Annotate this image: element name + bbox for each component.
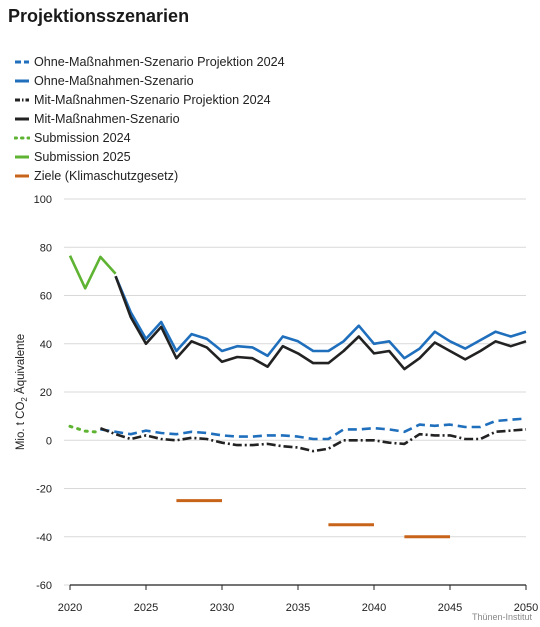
x-tick-label: 2045: [438, 602, 462, 614]
x-tick-label: 2020: [58, 602, 82, 614]
legend-item: Mit-Maßnahmen-Szenario Projektion 2024: [14, 90, 285, 109]
x-tick-label: 2050: [514, 602, 538, 614]
series-line-4: [114, 275, 527, 371]
series-line-3: [99, 426, 527, 453]
legend-item: Submission 2024: [14, 128, 285, 147]
x-tick-label: 2030: [210, 602, 234, 614]
legend-swatch: [14, 58, 30, 66]
y-tick-label: 60: [40, 291, 52, 303]
y-tick-label: -60: [36, 580, 52, 592]
chart-legend: Ohne-Maßnahmen-Szenario Projektion 2024 O…: [14, 52, 285, 185]
legend-swatch: [14, 153, 30, 161]
y-tick-label: 0: [46, 435, 52, 447]
series-line-6: [68, 255, 117, 290]
series-line-5: [68, 424, 102, 434]
y-axis-label: Mio. t CO2 Äquivalente: [15, 334, 29, 450]
y-axis-label-subscript: 2: [20, 397, 29, 402]
legend-item: Submission 2025: [14, 147, 285, 166]
x-tick-label: 2040: [362, 602, 386, 614]
chart-title: Projektionsszenarien: [8, 6, 190, 26]
legend-label: Mit-Maßnahmen-Szenario: [34, 111, 180, 126]
y-axis-label-main: Mio. t CO: [15, 402, 27, 451]
legend-swatch: [14, 134, 30, 142]
source-label: Thünen-Institut: [471, 612, 532, 622]
legend-label: Ohne-Maßnahmen-Szenario Projektion 2024: [34, 54, 285, 69]
y-tick-label: 40: [40, 339, 52, 351]
y-tick-label: 20: [40, 387, 52, 399]
legend-item: Mit-Maßnahmen-Szenario: [14, 109, 285, 128]
legend-label: Ohne-Maßnahmen-Szenario: [34, 73, 194, 88]
legend-swatch: [14, 172, 30, 180]
legend-item: Ohne-Maßnahmen-Szenario Projektion 2024: [14, 52, 285, 71]
x-tick-label: 2025: [134, 602, 158, 614]
legend-label: Submission 2024: [34, 130, 131, 145]
legend-label: Ziele (Klimaschutzgesetz): [34, 168, 179, 183]
series-line-1: [100, 417, 527, 441]
legend-swatch: [14, 96, 30, 104]
legend-label: Mit-Maßnahmen-Szenario Projektion 2024: [34, 92, 271, 107]
y-tick-label: 100: [34, 194, 52, 206]
legend-item: Ziele (Klimaschutzgesetz): [14, 166, 285, 185]
legend-item: Ohne-Maßnahmen-Szenario: [14, 71, 285, 90]
y-axis-label-tail: Äquivalente: [15, 334, 27, 397]
x-tick-label: 2035: [286, 602, 310, 614]
legend-label: Submission 2025: [34, 149, 131, 164]
series-line-2: [114, 275, 527, 360]
y-tick-label: -20: [36, 484, 52, 496]
y-tick-label: 80: [40, 242, 52, 254]
legend-swatch: [14, 77, 30, 85]
y-tick-label: -40: [36, 532, 52, 544]
legend-swatch: [14, 115, 30, 123]
